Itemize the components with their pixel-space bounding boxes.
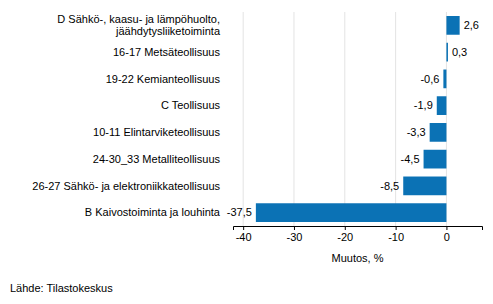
tick-mark xyxy=(396,226,397,230)
category-label: 24-30_33 Metalliteollisuus xyxy=(93,153,221,165)
tick-mark xyxy=(243,226,244,230)
grid-line xyxy=(243,12,244,226)
data-label: 0,3 xyxy=(452,46,467,58)
data-label: -1,9 xyxy=(414,99,433,111)
grid-line xyxy=(395,12,396,226)
tick-label: -20 xyxy=(337,231,353,243)
tick: 0 xyxy=(444,226,450,243)
grid xyxy=(243,12,446,226)
x-axis-line xyxy=(234,227,483,231)
tick: -30 xyxy=(287,226,303,243)
tick-mark xyxy=(294,226,295,230)
bar xyxy=(443,70,446,89)
chart: 2,6 0,3 -0,6 -1,9 -3,3 -4,5 -8,5 -37,5 D Sähkö-,… xyxy=(0,0,493,304)
tick-mark xyxy=(446,226,447,230)
category-label: 10-11 Elintarviketeollisuus xyxy=(93,126,220,138)
bar xyxy=(430,123,447,142)
category-label: C Teollisuus xyxy=(161,99,221,111)
tick-label: -30 xyxy=(287,231,303,243)
category-label: 16-17 Metsäteollisuus xyxy=(113,46,221,58)
data-label: -0,6 xyxy=(420,73,439,85)
data-label: -8,5 xyxy=(380,180,399,192)
tick-label: -40 xyxy=(236,231,252,243)
bar xyxy=(256,203,447,222)
category-label: 19-22 Kemianteollisuus xyxy=(106,73,221,85)
tick: -20 xyxy=(337,226,353,243)
data-label: -37,5 xyxy=(227,206,252,218)
category-label: 26-27 Sähkö- ja elektroniikkateollisuus xyxy=(32,180,220,192)
bar xyxy=(403,177,446,196)
category-labels: D Sähkö-, kaasu- ja lämpöhuolto,jäähdyty… xyxy=(32,13,221,218)
bar xyxy=(446,43,448,62)
bars xyxy=(256,16,460,222)
data-label: -3,3 xyxy=(407,126,426,138)
tick: -40 xyxy=(236,226,252,243)
data-labels: 2,6 0,3 -0,6 -1,9 -3,3 -4,5 -8,5 -37,5 xyxy=(227,19,479,218)
grid-line xyxy=(293,12,294,226)
x-axis: -40 -30 -20 -10 0 xyxy=(234,226,483,243)
category-label: D Sähkö-, kaasu- ja lämpöhuolto,jäähdyty… xyxy=(57,13,221,37)
category-label: B Kaivostoiminta ja louhinta xyxy=(85,206,221,218)
grid-line xyxy=(344,12,345,226)
bar xyxy=(437,96,447,115)
source: Lähde: Tilastokeskus xyxy=(10,282,113,294)
bar xyxy=(424,150,447,169)
tick-label: 0 xyxy=(444,231,450,243)
bar xyxy=(446,16,459,35)
data-label: 2,6 xyxy=(464,19,479,31)
data-label: -4,5 xyxy=(401,153,420,165)
tick: -10 xyxy=(388,226,404,243)
x-axis-title: Muutos, % xyxy=(332,252,384,264)
tick-mark xyxy=(345,226,346,230)
tick-label: -10 xyxy=(388,231,404,243)
